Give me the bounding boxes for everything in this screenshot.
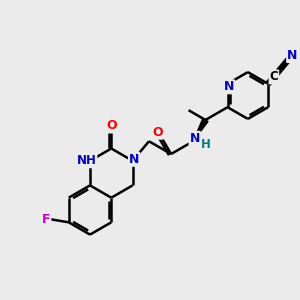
Text: O: O bbox=[106, 119, 117, 133]
Text: H: H bbox=[201, 138, 211, 152]
Text: N: N bbox=[287, 49, 298, 62]
Text: N: N bbox=[190, 132, 200, 145]
Text: O: O bbox=[152, 126, 163, 139]
Text: F: F bbox=[42, 213, 50, 226]
Text: C: C bbox=[269, 70, 278, 83]
Text: N: N bbox=[129, 153, 139, 166]
Polygon shape bbox=[193, 118, 208, 141]
Text: NH: NH bbox=[76, 154, 96, 167]
Text: N: N bbox=[224, 80, 234, 93]
